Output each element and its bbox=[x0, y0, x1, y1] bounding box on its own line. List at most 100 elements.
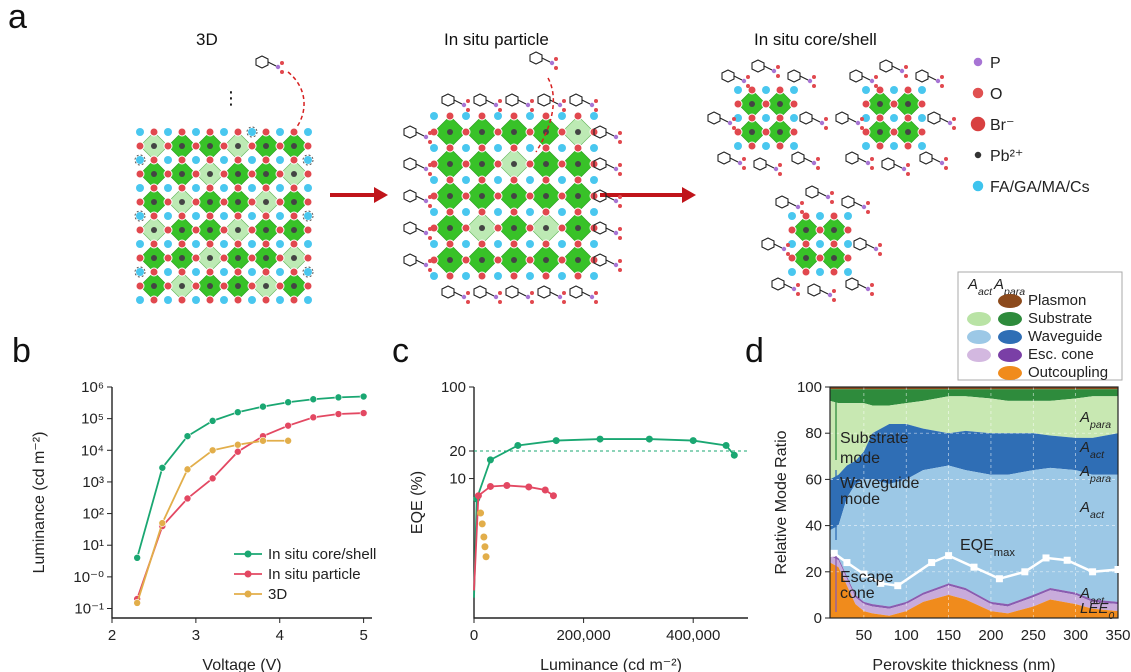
cation-atom bbox=[734, 142, 742, 150]
ytick-label-b: 10⁻⁰ bbox=[73, 569, 104, 586]
bond bbox=[847, 117, 857, 123]
pb-atom bbox=[511, 225, 517, 231]
pb-atom bbox=[207, 171, 213, 177]
cation-atom bbox=[430, 208, 438, 216]
legend-label-b-1: In situ particle bbox=[268, 566, 361, 583]
eqe-max-point bbox=[1063, 556, 1071, 564]
eqe-max-label: EQEmax bbox=[960, 537, 1015, 559]
bond bbox=[581, 291, 591, 297]
p-atom bbox=[423, 198, 429, 204]
cation-atom bbox=[430, 112, 438, 120]
data-point-c bbox=[486, 456, 494, 464]
o-atom bbox=[866, 210, 870, 214]
halide-atom bbox=[163, 253, 173, 263]
p-atom bbox=[861, 204, 867, 210]
phenyl-ring bbox=[807, 283, 821, 297]
o-atom bbox=[870, 157, 874, 161]
o-atom bbox=[830, 200, 834, 204]
halide-atom bbox=[843, 253, 853, 263]
ligand-left bbox=[403, 253, 432, 272]
cation-atom bbox=[526, 144, 534, 152]
halide-atom bbox=[149, 155, 159, 165]
ligand-shell bbox=[849, 69, 878, 88]
bond bbox=[549, 291, 559, 297]
xtick-label-b: 4 bbox=[276, 627, 284, 644]
cation-atom bbox=[220, 212, 228, 220]
halide-atom bbox=[135, 253, 145, 263]
o-atom bbox=[466, 300, 470, 304]
cation-atom bbox=[276, 128, 284, 136]
cation-atom bbox=[192, 296, 200, 304]
eqe-max-point bbox=[894, 582, 902, 590]
o-atom bbox=[554, 66, 558, 70]
phenyl-ring bbox=[927, 111, 941, 125]
legend-swatch-para-0 bbox=[998, 294, 1022, 308]
halide-atom bbox=[903, 113, 913, 123]
cation-atom bbox=[558, 112, 566, 120]
phenyl-ring bbox=[845, 277, 859, 291]
halide-atom bbox=[801, 267, 811, 277]
cation-atom bbox=[844, 268, 852, 276]
area-layer-6 bbox=[830, 389, 1118, 406]
bond bbox=[517, 99, 527, 105]
xtick-label-b: 5 bbox=[359, 627, 367, 644]
cation-atom bbox=[192, 240, 200, 248]
cation-atom bbox=[276, 184, 284, 192]
halide-atom bbox=[775, 141, 785, 151]
halide-atom bbox=[557, 159, 567, 169]
cation-atom bbox=[136, 156, 144, 164]
phenyl-ring bbox=[771, 277, 785, 291]
cation-atom bbox=[526, 112, 534, 120]
xlabel-d: Perovskite thickness (nm) bbox=[872, 657, 1055, 672]
halide-atom bbox=[445, 271, 455, 281]
phenyl-ring bbox=[473, 93, 487, 107]
halide-atom bbox=[191, 197, 201, 207]
legend-header-act: Aact bbox=[967, 276, 993, 298]
cation-atom bbox=[590, 112, 598, 120]
cation-atom bbox=[494, 240, 502, 248]
ytick-label-b: 10¹ bbox=[82, 537, 104, 554]
p-atom bbox=[493, 294, 499, 300]
pb-atom bbox=[575, 161, 581, 167]
mode-annotation-2: Escape cone bbox=[840, 569, 893, 602]
pb-atom bbox=[447, 193, 453, 199]
legend-label-b-0: In situ core/shell bbox=[268, 546, 376, 563]
o-atom bbox=[594, 108, 598, 112]
cation-atom bbox=[788, 240, 796, 248]
halide-atom bbox=[775, 85, 785, 95]
data-point-c bbox=[596, 435, 604, 443]
halide-atom bbox=[445, 175, 455, 185]
halide-atom bbox=[775, 113, 785, 123]
eqe-max-point bbox=[1021, 568, 1029, 576]
o-atom bbox=[870, 292, 874, 296]
ligand-right bbox=[593, 189, 622, 208]
halide-atom bbox=[163, 197, 173, 207]
halide-atom bbox=[205, 183, 215, 193]
pb-atom bbox=[151, 171, 157, 177]
p-atom bbox=[939, 160, 945, 166]
cation-atom bbox=[462, 144, 470, 152]
p-atom bbox=[493, 102, 499, 108]
pb-atom bbox=[207, 255, 213, 261]
p-atom bbox=[727, 120, 733, 126]
p-atom bbox=[557, 102, 563, 108]
cation-atom bbox=[862, 142, 870, 150]
phenyl-ring bbox=[751, 59, 765, 73]
cluster-1 bbox=[733, 85, 799, 151]
ligand-top bbox=[505, 93, 534, 112]
bond bbox=[891, 65, 901, 71]
halide-atom bbox=[275, 141, 285, 151]
halide-atom bbox=[477, 207, 487, 217]
panel-label-d: d bbox=[745, 332, 764, 370]
area-layer-0 bbox=[830, 562, 1118, 618]
p-atom bbox=[865, 286, 871, 292]
dashed-arrow bbox=[287, 71, 305, 129]
p-atom bbox=[791, 286, 797, 292]
data-point-c bbox=[478, 520, 486, 528]
p-atom bbox=[901, 166, 907, 172]
xtick-label-c: 200,000 bbox=[556, 627, 610, 644]
cation-atom bbox=[558, 176, 566, 184]
o-atom bbox=[530, 108, 534, 112]
cation-atom bbox=[136, 184, 144, 192]
